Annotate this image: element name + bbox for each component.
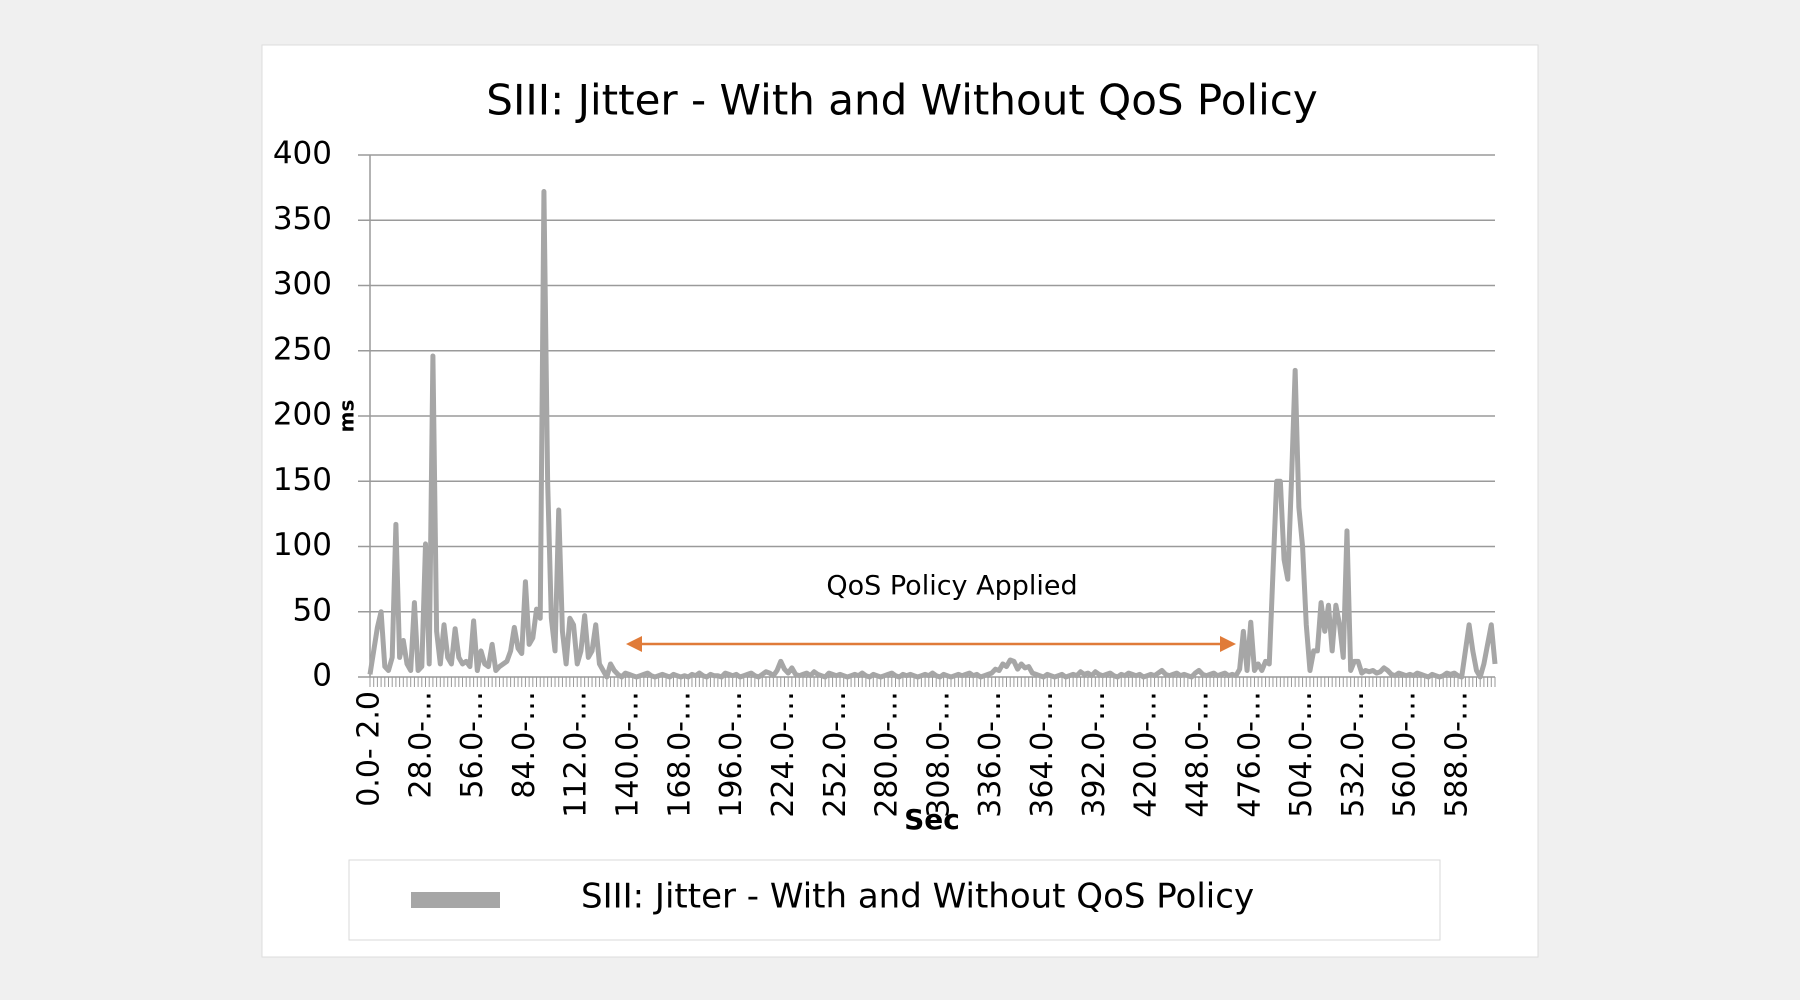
x-tick-label: 532.0-… <box>1336 691 1371 818</box>
x-tick-label: 168.0-… <box>662 691 697 818</box>
y-tick-label: 0 <box>312 658 332 694</box>
y-tick-label: 200 <box>273 397 332 433</box>
y-tick-label: 100 <box>273 527 332 563</box>
x-tick-label: 84.0-… <box>507 691 542 799</box>
y-tick-label: 350 <box>273 201 332 237</box>
x-tick-label: 504.0-… <box>1284 691 1319 818</box>
y-tick-label: 250 <box>273 331 332 367</box>
legend-box <box>348 859 1441 941</box>
x-tick-label: 420.0-… <box>1129 691 1164 818</box>
x-tick-label: 252.0-… <box>818 691 853 818</box>
annotation-arrow <box>626 636 1236 652</box>
x-tick-label: 0.0- 2.0 <box>352 691 387 807</box>
x-axis-label: Sec <box>904 803 960 836</box>
series-line <box>367 189 1498 680</box>
x-tick-label: 448.0-… <box>1180 691 1215 818</box>
x-tick-label: 140.0-… <box>611 691 646 818</box>
x-tick-label: 336.0-… <box>973 691 1008 818</box>
y-tick-label: 300 <box>273 266 332 302</box>
x-tick-label: 280.0-… <box>870 691 905 818</box>
x-tick-label: 364.0-… <box>1025 691 1060 818</box>
x-tick-label: 588.0-… <box>1439 691 1474 818</box>
y-tick-label: 400 <box>273 136 332 172</box>
x-tick-label: 28.0-… <box>403 691 438 799</box>
x-tick-label: 392.0-… <box>1077 691 1112 818</box>
x-tick-label: 476.0-… <box>1232 691 1267 818</box>
x-tick-label: 56.0-… <box>455 691 490 799</box>
chart-title: SIII: Jitter - With and Without QoS Poli… <box>486 76 1317 125</box>
chart-card <box>261 44 1539 958</box>
legend-label: SIII: Jitter - With and Without QoS Poli… <box>581 877 1254 917</box>
y-tick-label: 150 <box>273 462 332 498</box>
x-tick-label: 308.0-… <box>921 691 956 818</box>
y-tick-label: 50 <box>293 592 332 628</box>
x-tick-label: 560.0-… <box>1388 691 1423 818</box>
y-axis-label: ms <box>335 400 359 433</box>
annotation: QoS Policy Applied <box>826 571 1077 602</box>
x-tick-label: 196.0-… <box>714 691 749 818</box>
x-tick-label: 224.0-… <box>766 691 801 818</box>
x-tick-label: 112.0-… <box>559 691 594 818</box>
